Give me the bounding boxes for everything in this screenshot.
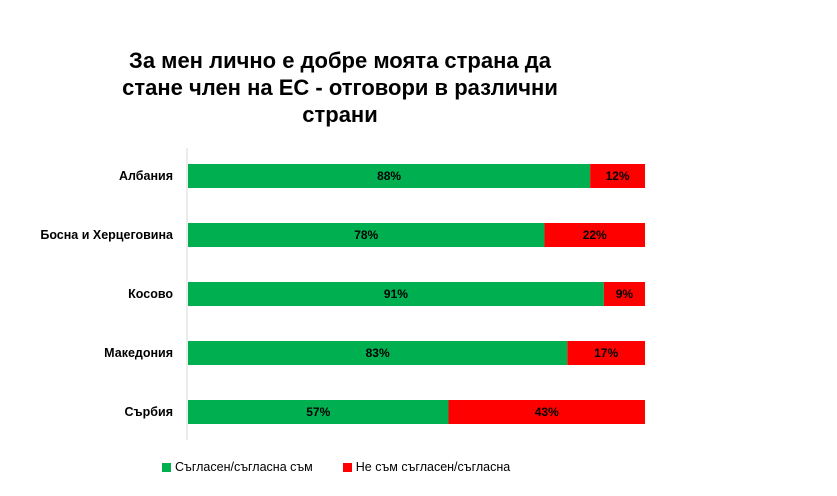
bar-segment (448, 400, 645, 424)
legend-item-disagree: Не съм съгласен/съгласна (342, 460, 511, 474)
legend-label: Съгласен/съгласна съм (175, 460, 313, 474)
data-label: 17% (594, 346, 618, 360)
bar-segment (188, 282, 604, 306)
data-label: 22% (583, 228, 607, 242)
bar-segment (188, 341, 568, 365)
data-label: 12% (606, 169, 630, 183)
bar-segment (603, 282, 645, 306)
bar-segment (544, 223, 645, 247)
bar-segment (567, 341, 645, 365)
legend-label: Не съм съгласен/съгласна (355, 460, 511, 474)
title-line: За мен лично е добре моята страна да (129, 48, 551, 73)
data-label: 9% (616, 287, 634, 301)
category-label: Босна и Херцеговина (40, 228, 174, 242)
data-label: 78% (354, 228, 378, 242)
category-label: Сърбия (125, 405, 173, 419)
data-label: 91% (384, 287, 408, 301)
data-label: 83% (366, 346, 390, 360)
title-line: стане член на ЕС - отговори в различни (122, 75, 558, 100)
data-label: 57% (306, 405, 330, 419)
legend-swatch (162, 463, 171, 472)
bar-segment (590, 164, 645, 188)
chart-title: За мен лично е добре моята страна да ста… (80, 47, 600, 128)
bar-segment (188, 223, 545, 247)
bar-segment (188, 164, 591, 188)
legend-swatch (342, 463, 352, 472)
category-label: Македония (104, 346, 173, 360)
legend: Съгласен/съгласна съм Не съм съгласен/съ… (162, 460, 510, 474)
bar-segment (188, 400, 449, 424)
data-label: 43% (535, 405, 559, 419)
legend-item-agree: Съгласен/съгласна съм (162, 460, 313, 474)
category-label: Косово (128, 287, 173, 301)
data-label: 88% (377, 169, 401, 183)
title-line: страни (302, 102, 378, 127)
category-label: Албания (119, 169, 173, 183)
